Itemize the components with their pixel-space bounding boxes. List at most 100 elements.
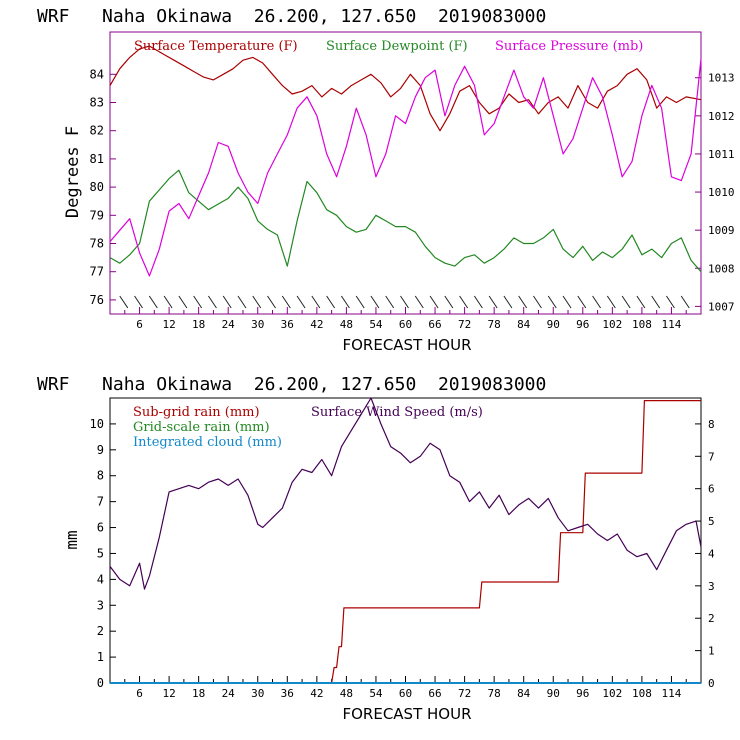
y-tick-label: 82 <box>90 124 104 138</box>
y-tick-label: 4 <box>97 572 104 586</box>
wind-barb-icon <box>666 295 675 309</box>
wind-barb-icon <box>385 295 395 309</box>
series-surface-temperature-f <box>109 45 702 132</box>
wind-barb-icon <box>562 295 572 309</box>
panel1-wind-barbs <box>119 295 690 309</box>
y-tick-label: 9 <box>97 443 104 457</box>
x-tick-label: 36 <box>281 318 294 331</box>
x-tick-label: 24 <box>222 687 236 700</box>
x-tick-label: 12 <box>162 687 175 700</box>
legend-surface-wind-speed: Surface Wind Speed (m/s) <box>311 405 483 420</box>
x-tick-label: 66 <box>428 687 441 700</box>
x-tick-label: 72 <box>458 318 471 331</box>
wind-barb-icon <box>237 295 247 309</box>
wind-barb-icon <box>592 295 601 309</box>
panel2-x-axis: 6 12 18 24 30 36 42 48 54 60 66 72 78 84 90 96 102 108 114 <box>109 676 702 700</box>
panel2-y-axis-label: mm <box>62 530 81 549</box>
wind-barb-icon <box>370 295 380 309</box>
wind-barb-icon <box>311 295 321 309</box>
wind-barb-icon <box>518 295 528 309</box>
panel1-left-axis: 76 77 78 79 80 81 82 83 84 <box>90 67 116 307</box>
y2-tick-label: 1007 <box>708 300 735 313</box>
x-tick-label: 18 <box>192 687 205 700</box>
wind-barb-icon <box>281 295 291 309</box>
panel1-series <box>109 45 702 277</box>
y-tick-label: 10 <box>90 417 104 431</box>
panel1-y-axis-label: Degrees F <box>63 126 83 218</box>
wind-barb-icon <box>193 295 203 309</box>
y-tick-label: 5 <box>97 546 104 560</box>
x-tick-label: 24 <box>222 318 236 331</box>
wind-barb-icon <box>429 295 439 309</box>
x-tick-label: 54 <box>369 318 383 331</box>
wind-barb-icon <box>488 295 498 309</box>
y2-tick-label: 5 <box>708 515 715 528</box>
wind-barb-icon <box>503 295 513 309</box>
legend-surface-temperature: Surface Temperature (F) <box>134 39 298 54</box>
y2-tick-label: 6 <box>708 483 715 496</box>
panel2-right-axis: 0 1 2 3 4 5 6 7 8 <box>695 418 715 690</box>
wind-barb-icon <box>414 295 424 309</box>
wind-barb-icon <box>178 295 188 309</box>
y-tick-label: 8 <box>97 469 104 483</box>
x-tick-label: 78 <box>488 318 501 331</box>
y2-tick-label: 1013 <box>708 72 735 85</box>
wind-barb-icon <box>606 295 616 309</box>
panel1-right-axis: 1007 1008 1009 1010 1011 1012 1013 <box>695 72 735 313</box>
temperature-panel: WRF Naha Okinawa 26.200, 127.650 2019083… <box>37 6 735 354</box>
y-tick-label: 81 <box>90 152 104 166</box>
x-tick-label: 48 <box>340 318 353 331</box>
x-tick-label: 30 <box>251 687 264 700</box>
wind-barb-icon <box>651 295 661 309</box>
x-tick-label: 72 <box>458 687 471 700</box>
y2-tick-label: 1012 <box>708 110 735 123</box>
y-tick-label: 2 <box>97 624 104 638</box>
wind-barb-icon <box>473 295 483 309</box>
y2-tick-label: 1008 <box>708 262 735 275</box>
wind-barb-icon <box>296 295 306 309</box>
x-tick-label: 60 <box>399 318 412 331</box>
legend-subgrid-rain: Sub-grid rain (mm) <box>133 405 260 420</box>
wind-barb-icon <box>355 295 365 309</box>
wind-barb-icon <box>326 295 336 309</box>
x-tick-label: 102 <box>602 687 622 700</box>
panel2-title: WRF Naha Okinawa 26.200, 127.650 2019083… <box>37 374 546 395</box>
x-tick-label: 114 <box>662 318 682 331</box>
y2-tick-label: 1010 <box>708 186 735 199</box>
legend-gridscale-rain: Grid-scale rain (mm) <box>133 420 270 435</box>
series-surface-wind-speed-m-s <box>109 397 702 590</box>
panel2-left-axis: 0 1 2 3 4 5 6 7 8 9 10 <box>90 417 116 690</box>
series-sub-grid-rain-mm <box>110 400 701 684</box>
y2-tick-label: 8 <box>708 418 715 431</box>
y2-tick-label: 1011 <box>708 148 735 161</box>
y-tick-label: 77 <box>90 265 104 279</box>
wind-barb-icon <box>267 295 276 309</box>
y-tick-label: 80 <box>90 180 104 194</box>
x-tick-label: 78 <box>488 687 501 700</box>
wind-barb-icon <box>621 295 631 309</box>
y-tick-label: 79 <box>90 208 104 222</box>
wind-barb-icon <box>400 295 409 309</box>
wind-barb-icon <box>577 295 587 309</box>
wind-barb-icon <box>547 295 557 309</box>
panel2-x-axis-label: FORECAST HOUR <box>342 705 471 723</box>
x-tick-label: 42 <box>310 318 323 331</box>
x-tick-label: 12 <box>162 318 175 331</box>
x-tick-label: 108 <box>632 687 652 700</box>
y-tick-label: 3 <box>97 598 104 612</box>
wind-barb-icon <box>444 295 454 309</box>
x-tick-label: 18 <box>192 318 205 331</box>
panel1-title: WRF Naha Okinawa 26.200, 127.650 2019083… <box>37 6 546 27</box>
y-tick-label: 7 <box>97 495 104 509</box>
x-tick-label: 108 <box>632 318 652 331</box>
x-tick-label: 84 <box>517 318 531 331</box>
precipitation-panel: WRF Naha Okinawa 26.200, 127.650 2019083… <box>37 374 715 723</box>
y2-tick-label: 3 <box>708 580 715 593</box>
panel1-x-axis-label: FORECAST HOUR <box>342 336 471 354</box>
x-tick-label: 48 <box>340 687 353 700</box>
wind-barb-icon <box>134 295 143 309</box>
x-tick-label: 42 <box>310 687 323 700</box>
x-tick-label: 6 <box>136 687 143 700</box>
x-tick-label: 96 <box>576 318 589 331</box>
wind-barb-icon <box>252 295 262 309</box>
